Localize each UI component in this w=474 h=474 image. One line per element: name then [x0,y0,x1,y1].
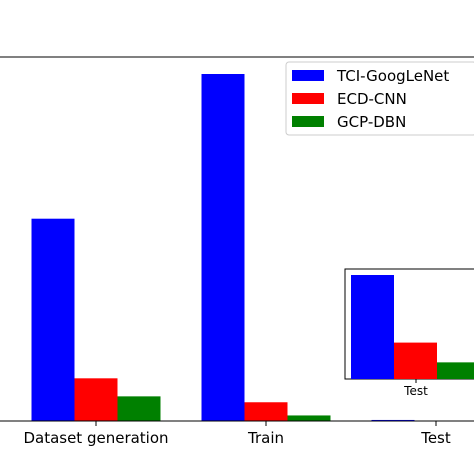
x-tick-label: Train [247,429,284,447]
x-axis-ticks: Dataset generation Train Test [23,421,451,447]
inset-chart: Test [344,268,474,398]
x-tick-label: Dataset generation [23,429,168,447]
legend-swatch [292,93,324,104]
legend-label: TCI-GoogLeNet [336,67,449,85]
bar-gcp-dbn-train [287,415,331,421]
inset-tick-label: Test [403,384,428,398]
legend-swatch [292,116,324,127]
bar-tci-googlenet-dataset-generation [31,218,75,421]
bar-tci-googlenet-test [371,419,415,421]
legend-frame [285,61,474,136]
bar-ecd-cnn-dataset-generation [74,378,118,421]
bar-ecd-cnn-train [244,402,288,421]
inset-bar-ecd-cnn [394,342,437,379]
legend-label: ECD-CNN [337,90,407,108]
bar-gcp-dbn-dataset-generation [117,396,161,421]
legend-items: TCI-GoogLeNet ECD-CNN GCP-DBN [292,67,449,131]
legend-swatch [292,70,324,81]
inset-bar-tci-googlenet [351,275,394,379]
inset-bars [351,275,474,383]
inset-bar-gcp-dbn [437,362,474,379]
main-bars [31,74,415,421]
legend-label: GCP-DBN [337,113,406,131]
legend: TCI-GoogLeNet ECD-CNN GCP-DBN [285,61,474,136]
x-tick-label: Test [420,429,451,447]
bar-tci-googlenet-train [201,74,245,421]
